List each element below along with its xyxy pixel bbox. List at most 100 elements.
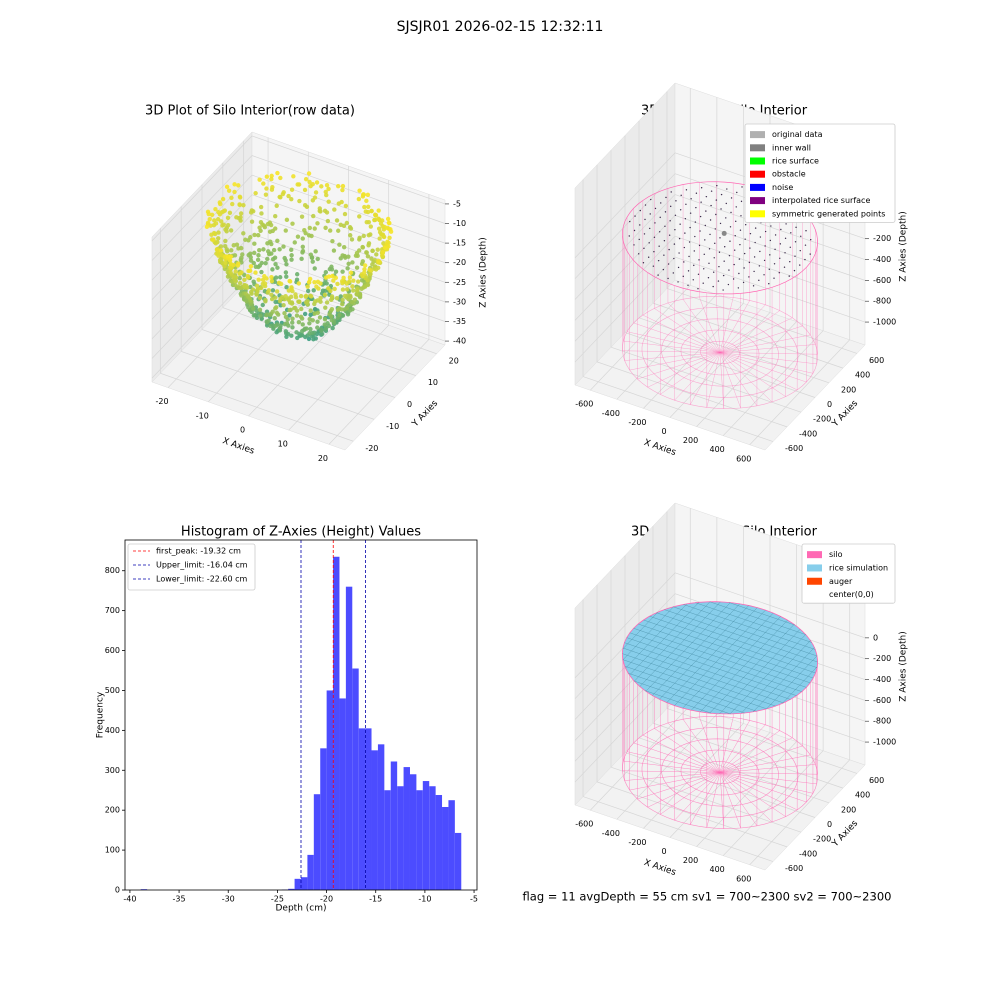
legend-label: rice simulation (829, 563, 888, 572)
silo-floor-spoke (667, 722, 721, 773)
point (297, 198, 302, 204)
x-tick-label: -20 (156, 397, 169, 406)
point (273, 275, 279, 280)
surface-point (654, 222, 656, 224)
surface-point (789, 260, 791, 263)
surface-point (773, 277, 775, 279)
surface-point (682, 275, 684, 278)
point (300, 322, 305, 327)
silo-floor-ring (622, 296, 818, 409)
x-tick-label: 200 (683, 436, 698, 445)
point (313, 190, 319, 195)
surface-point (805, 230, 807, 232)
surface-point (729, 226, 732, 228)
bar (307, 854, 314, 890)
point (367, 267, 372, 273)
point (289, 196, 294, 202)
surface-point (667, 263, 670, 265)
point (224, 247, 229, 252)
point (290, 325, 295, 330)
point (270, 267, 275, 272)
z-grid-line (574, 215, 676, 321)
surface-point (657, 274, 659, 276)
point (343, 203, 349, 209)
point (302, 311, 308, 317)
y-tick-label: 200 (841, 805, 856, 814)
point (206, 211, 211, 217)
point (350, 260, 355, 265)
point (232, 189, 237, 195)
point (207, 216, 212, 222)
surface-point (740, 200, 743, 203)
point (238, 215, 243, 220)
point (328, 297, 334, 303)
point (350, 284, 355, 289)
y-grid-line (610, 766, 802, 833)
surface-point (754, 227, 757, 229)
point (352, 297, 358, 302)
silo-floor-spoke (719, 352, 798, 391)
point (263, 192, 269, 197)
point (209, 232, 214, 237)
point (328, 314, 334, 319)
point (258, 204, 264, 210)
z-grid-line (251, 135, 446, 205)
point (345, 266, 350, 271)
surface-point (718, 265, 720, 268)
point (269, 275, 274, 280)
surface-point (736, 191, 738, 194)
point (241, 203, 246, 208)
x-tick-label: 400 (710, 865, 725, 874)
point (322, 322, 327, 327)
surface-point (673, 243, 676, 245)
x-tick-label: 400 (710, 445, 725, 454)
point (357, 292, 363, 297)
point (216, 253, 221, 258)
surface-point (679, 209, 682, 211)
legend-label: center(0,0) (829, 590, 874, 599)
x-tick-label: -30 (222, 895, 235, 904)
bar (365, 728, 372, 890)
surface-point (709, 219, 712, 221)
surface-point (659, 216, 661, 219)
silo-floor-spoke (642, 314, 721, 353)
silo-floor-spoke (719, 300, 750, 353)
point (273, 295, 278, 300)
silo-floor-spoke (719, 772, 817, 785)
point (269, 241, 274, 247)
y-tick-label: 400 (855, 791, 870, 800)
surface-point (804, 258, 806, 261)
point (311, 213, 316, 219)
point (254, 283, 260, 288)
point (380, 249, 386, 255)
bar (409, 774, 417, 890)
point (340, 297, 345, 303)
surface-point (685, 189, 688, 191)
point (224, 184, 230, 190)
z-tick-label: 0 (873, 633, 878, 642)
surface-point (643, 233, 646, 235)
surface-point (694, 235, 696, 238)
point (362, 267, 367, 272)
surface-point (733, 249, 736, 251)
surface-point (699, 230, 701, 232)
point (238, 271, 243, 276)
point (284, 284, 289, 290)
surface-point (763, 274, 765, 276)
surface-point (763, 259, 766, 262)
point (359, 286, 364, 291)
point (288, 294, 294, 300)
surface-point (663, 254, 665, 256)
surface-point (735, 206, 737, 208)
surface-point (743, 252, 746, 255)
silo-floor-spoke (637, 352, 721, 380)
point (263, 261, 268, 266)
surface-point (795, 226, 797, 229)
surface-point (688, 255, 690, 258)
surface-point (669, 205, 672, 208)
silo-floor-spoke (690, 772, 721, 825)
point (236, 246, 241, 251)
point (354, 292, 359, 297)
point (303, 293, 309, 299)
surface-point (720, 193, 723, 196)
